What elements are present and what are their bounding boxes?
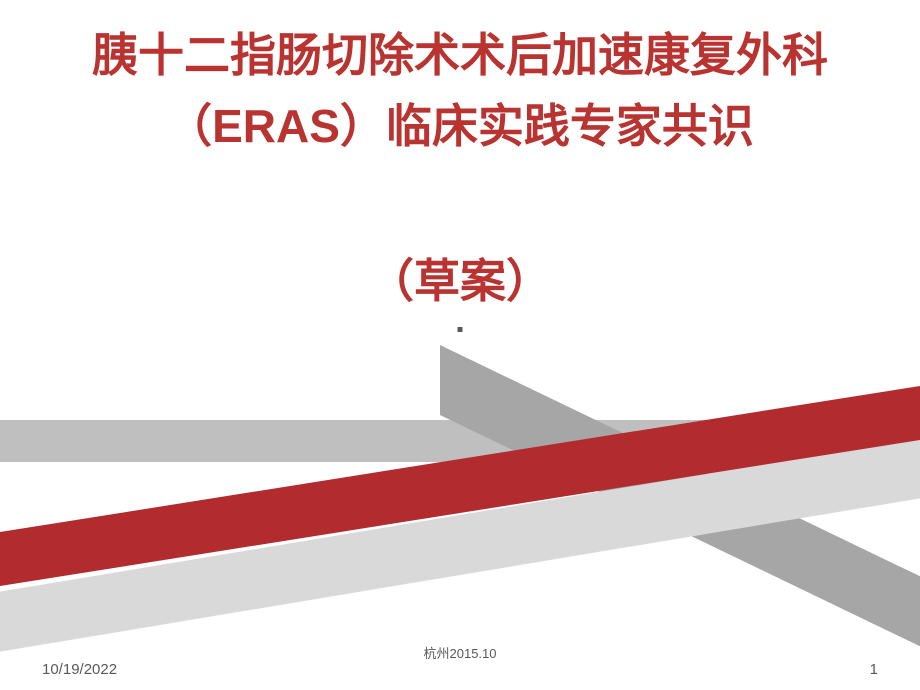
- mid-gray-diagonal-stripe: [440, 345, 920, 680]
- gray-horizontal-stripe: [0, 420, 920, 462]
- slide-title: 胰十二指肠切除术术后加速康复外科（ERAS）临床实践专家共识: [0, 20, 920, 163]
- slide-subtitle: （草案）: [0, 245, 920, 311]
- footer-page-number: 1: [870, 661, 878, 678]
- footer-center-text: 杭州2015.10: [424, 643, 497, 662]
- slide-container: 胰十二指肠切除术术后加速康复外科（ERAS）临床实践专家共识 （草案） 10/1…: [0, 0, 920, 690]
- dark-red-diagonal-stripe: [0, 378, 920, 594]
- light-gray-diagonal-stripe: [0, 430, 920, 660]
- footer-date: 10/19/2022: [42, 661, 117, 678]
- center-marker: [458, 327, 463, 332]
